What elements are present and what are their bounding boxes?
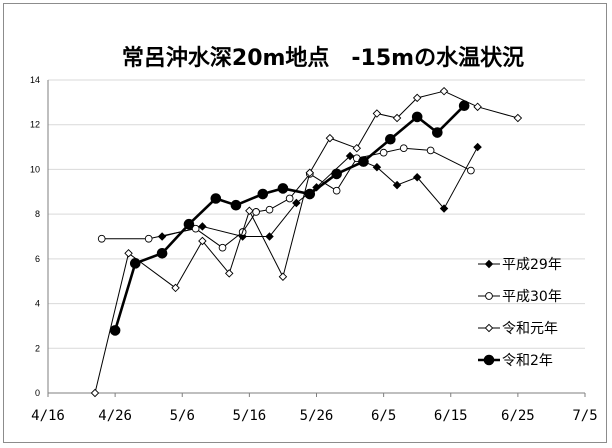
data-point	[411, 111, 423, 123]
data-point	[144, 234, 153, 243]
data-point	[124, 249, 133, 258]
legend-item: 令和2年	[478, 353, 553, 369]
data-point	[109, 325, 121, 336]
data-point	[245, 206, 254, 216]
x-tick-label: 5/26	[300, 408, 334, 424]
y-tick-label: 14	[30, 75, 40, 85]
data-point	[171, 283, 180, 293]
series-4	[109, 100, 470, 336]
data-point	[385, 133, 396, 145]
data-point	[278, 272, 288, 281]
data-point	[352, 143, 362, 153]
y-tick-label: 12	[30, 120, 40, 130]
axes	[47, 80, 586, 397]
y-tick-label: 8	[35, 209, 40, 219]
legend-item: 令和元年	[478, 321, 558, 337]
data-point	[331, 168, 342, 180]
data-point	[473, 142, 482, 152]
series-3	[90, 86, 523, 398]
x-tick-label: 6/25	[501, 408, 535, 424]
data-point	[426, 146, 435, 155]
legend-marker	[485, 292, 493, 300]
legend-label: 令和2年	[502, 353, 553, 369]
data-point	[467, 166, 475, 175]
y-tick-label: 2	[35, 343, 40, 353]
data-point	[439, 86, 449, 96]
x-tick-label: 4/26	[98, 408, 132, 424]
data-point	[198, 236, 207, 246]
x-tick-label: 6/15	[434, 408, 468, 424]
data-point	[210, 193, 222, 204]
legend-marker	[484, 323, 494, 333]
data-point	[129, 258, 141, 269]
data-point	[90, 388, 100, 398]
x-tick-label: 6/5	[371, 408, 396, 424]
data-point	[292, 198, 301, 208]
data-point	[399, 144, 408, 153]
chart-title: 常呂沖水深20m地点 -15mの水温状況	[122, 45, 524, 71]
data-point	[285, 194, 294, 203]
gridlines	[48, 79, 585, 349]
y-tick-label: 0	[35, 388, 40, 398]
data-point	[392, 180, 402, 190]
data-point	[183, 218, 195, 230]
data-point	[265, 205, 274, 214]
x-tick-label: 5/16	[233, 408, 267, 424]
data-point	[473, 102, 482, 112]
data-point	[252, 208, 260, 216]
legend-label: 平成30年	[502, 289, 562, 305]
series-line	[94, 90, 519, 394]
legend-label: 平成29年	[502, 257, 562, 273]
data-point	[305, 168, 315, 178]
legend-item: 平成30年	[478, 289, 562, 305]
x-tick-label: 4/16	[31, 408, 65, 424]
legend-item: 平成29年	[478, 257, 562, 273]
data-point	[97, 234, 106, 243]
data-point	[325, 133, 335, 143]
x-tick-label: 5/6	[170, 408, 195, 424]
data-point	[458, 100, 470, 112]
legend-marker	[483, 354, 495, 366]
data-point	[230, 199, 242, 211]
data-point	[345, 151, 355, 161]
series-1	[157, 142, 482, 241]
data-point	[156, 247, 168, 259]
data-point	[198, 222, 207, 231]
series-group	[90, 86, 523, 398]
data-point	[372, 162, 382, 172]
data-point	[372, 109, 382, 118]
y-tick-labels: 0 2 4 6 8 10 12 14	[30, 75, 40, 398]
data-point	[225, 269, 234, 278]
data-point	[358, 156, 369, 167]
data-point	[412, 173, 422, 182]
series-2	[97, 144, 475, 252]
x-tick-label: 7/5	[572, 408, 597, 424]
data-point	[412, 93, 422, 103]
data-point	[218, 243, 227, 252]
data-point	[304, 188, 316, 200]
data-point	[332, 186, 341, 195]
data-point	[513, 113, 523, 123]
data-point	[277, 183, 289, 194]
data-point	[257, 188, 269, 200]
y-tick-label: 4	[35, 299, 40, 309]
data-point	[432, 127, 443, 138]
series-line	[113, 104, 466, 331]
data-point	[439, 204, 449, 213]
y-tick-label: 6	[35, 254, 40, 264]
series-line	[161, 146, 479, 237]
x-tick-labels: 4/16 4/26 5/6 5/16 5/26 6/5 6/15 6/25 7/5	[31, 408, 598, 424]
chart-frame	[3, 3, 607, 443]
data-point	[379, 148, 388, 157]
data-point	[392, 113, 402, 123]
y-tick-label: 10	[30, 164, 40, 174]
legend-label: 令和元年	[502, 321, 558, 337]
legend-marker	[484, 259, 494, 269]
data-point	[265, 232, 274, 241]
data-point	[191, 224, 200, 233]
